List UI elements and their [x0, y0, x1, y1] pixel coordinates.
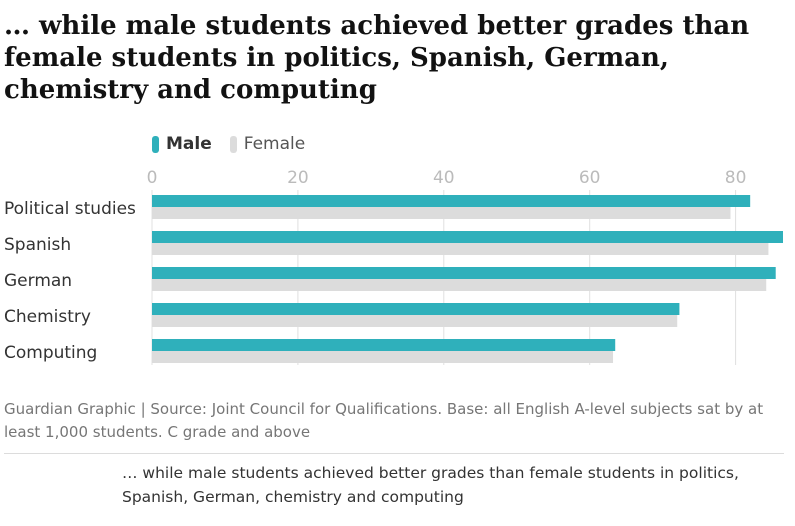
- category-label: Spanish: [4, 235, 71, 255]
- bar-female: [152, 351, 614, 363]
- category-label: Chemistry: [4, 307, 91, 327]
- chart-title: … while male students achieved better gr…: [4, 11, 750, 105]
- legend-label-male: Male: [166, 134, 212, 154]
- bar-female: [152, 207, 731, 219]
- bar-male: [152, 303, 680, 315]
- legend-item-male: Male: [152, 134, 212, 154]
- legend-swatch-male: [152, 135, 159, 153]
- x-tick-label: 20: [287, 168, 309, 188]
- chart-source-caption: Guardian Graphic | Source: Joint Council…: [4, 400, 764, 441]
- bar-male: [152, 339, 616, 351]
- category-label: Political studies: [4, 199, 136, 219]
- bar-female: [152, 315, 678, 327]
- x-tick-label: 40: [433, 168, 455, 188]
- bar-chart: 0 20 40 60 80 Political studies Spanish German C…: [4, 168, 783, 365]
- bar-male: [152, 231, 783, 243]
- chart-legend: Male Female: [152, 133, 323, 155]
- figure-caption: … while male students achieved better gr…: [122, 464, 739, 506]
- bar-male: [152, 267, 776, 279]
- x-tick-label: 0: [147, 168, 158, 188]
- x-tick-label: 60: [579, 168, 601, 188]
- legend-item-female: Female: [229, 134, 306, 154]
- x-tick-label: 80: [725, 168, 747, 188]
- category-label: German: [4, 271, 72, 291]
- bar-female: [152, 243, 769, 255]
- legend-swatch-female: [229, 135, 237, 153]
- category-label: Computing: [4, 343, 97, 363]
- bar-female: [152, 279, 767, 291]
- caption-divider: [4, 453, 784, 454]
- legend-label-female: Female: [243, 134, 306, 154]
- bar-male: [152, 195, 751, 207]
